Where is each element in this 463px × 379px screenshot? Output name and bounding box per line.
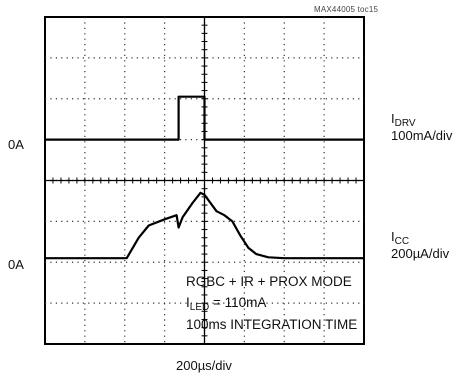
icc-subscript: CC: [394, 236, 410, 247]
annotation-integration: 100ms INTEGRATION TIME: [186, 317, 358, 332]
icc-zero-label: 0A: [8, 257, 24, 272]
idrv-name: I: [391, 111, 395, 126]
iled-subscript: LED: [189, 302, 210, 313]
idrv-scale-label: 100mA/div: [391, 128, 453, 143]
idrv-channel-label: IDRV: [391, 111, 416, 129]
icc-channel-label: ICC: [391, 229, 409, 247]
icc-scale-label: 200µA/div: [391, 246, 450, 261]
iled-name: I: [186, 295, 190, 310]
annotation-mode: RGBC + IR + PROX MODE: [186, 274, 352, 289]
trace-idrv: [45, 95, 364, 141]
idrv-zero-label: 0A: [8, 137, 24, 152]
icc-name: I: [391, 229, 395, 244]
plot-traces: [45, 95, 364, 260]
trace-icc: [45, 191, 364, 260]
iled-value: = 110mA: [209, 295, 267, 310]
figure-id: MAX44005 toc15: [314, 5, 379, 14]
plot-grid: [44, 16, 365, 345]
idrv-subscript: DRV: [394, 118, 416, 129]
annotation-iled: ILED = 110mA: [186, 294, 266, 314]
x-scale-label: 200µs/div: [176, 358, 232, 373]
